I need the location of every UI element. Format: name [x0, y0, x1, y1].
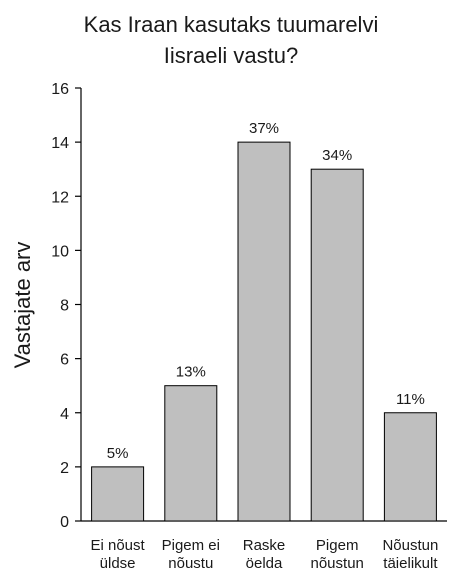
x-tick-label: Pigem	[316, 537, 359, 554]
data-label: 13%	[176, 364, 206, 381]
y-tick-label: 10	[51, 243, 69, 260]
x-tick-label: täielikult	[383, 555, 438, 571]
y-tick-label: 14	[51, 135, 69, 152]
data-label: 34%	[322, 147, 352, 164]
x-tick-label: Pigem ei	[162, 537, 220, 554]
data-label: 11%	[396, 391, 425, 408]
bar	[237, 141, 291, 522]
x-tick-label: nõustun	[311, 555, 364, 571]
y-axis-label: Vastajate arv	[10, 242, 35, 369]
x-tick-label: üldse	[100, 555, 136, 571]
bar	[91, 466, 145, 522]
y-tick-label: 0	[60, 514, 69, 531]
x-tick-label: nõustu	[168, 555, 213, 571]
x-tick-label: Nõustun	[382, 537, 438, 554]
y-tick-label: 2	[60, 460, 69, 477]
x-tick-label: Raske	[243, 537, 286, 554]
y-tick-label: 8	[60, 298, 69, 315]
x-tick-label: Ei nõust	[90, 537, 145, 554]
bar	[310, 168, 364, 522]
y-tick-label: 6	[60, 352, 69, 369]
y-tick-label: 16	[51, 81, 69, 98]
data-label: 5%	[107, 445, 129, 462]
y-tick-label: 12	[51, 189, 69, 206]
chart-title-line-2: Iisraeli vastu?	[164, 43, 299, 68]
bar	[383, 412, 437, 522]
x-tick-label: öelda	[246, 555, 283, 571]
chart-title-line-1: Kas Iraan kasutaks tuumarelvi	[84, 12, 379, 37]
y-tick-label: 4	[60, 406, 69, 423]
bar	[164, 385, 218, 522]
data-label: 37%	[249, 120, 279, 137]
